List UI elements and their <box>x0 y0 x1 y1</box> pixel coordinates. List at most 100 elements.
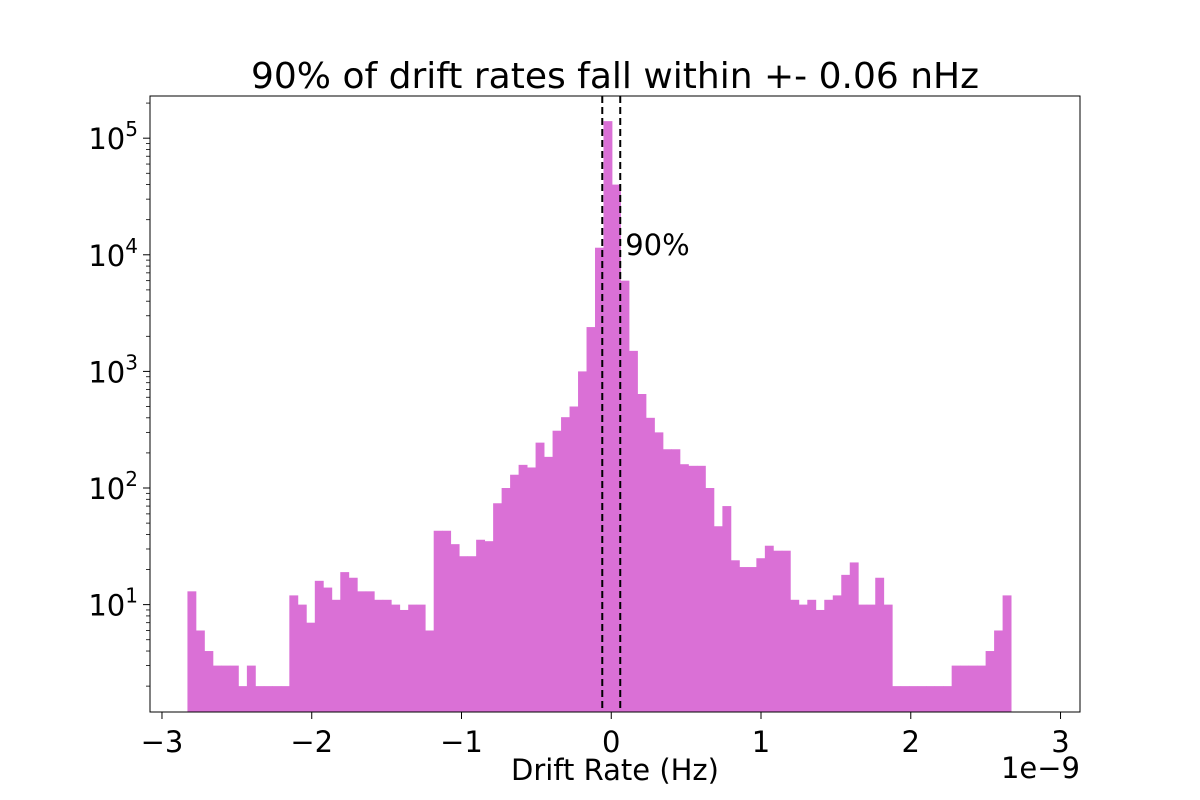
histogram-bar <box>832 595 842 712</box>
histogram-bar <box>544 456 553 712</box>
histogram-bar <box>425 630 435 712</box>
axes-frame <box>149 95 1081 713</box>
histogram-bar <box>722 506 732 712</box>
histogram-bar <box>883 604 893 712</box>
histogram-bar <box>510 474 519 712</box>
histogram-bar <box>289 595 299 712</box>
histogram-bar <box>280 686 290 712</box>
x-axis-ticks: −3 −2 −1 0 1 2 3 <box>141 712 1070 759</box>
chart-title: 90% of drift rates fall within +- 0.06 n… <box>251 56 979 97</box>
histogram-bar <box>926 686 936 712</box>
histogram-bar <box>628 350 638 712</box>
y-tick-label: 104 <box>88 234 138 273</box>
histogram-bar <box>798 604 808 712</box>
histogram-bar <box>221 665 231 712</box>
histogram-bar <box>535 442 545 712</box>
histogram-bar <box>747 567 757 712</box>
histogram-bar <box>781 550 791 712</box>
histogram-bars <box>187 121 1012 713</box>
annotations: 90% <box>625 228 689 262</box>
histogram-bar <box>408 604 418 712</box>
histogram-bar <box>807 599 817 712</box>
y-tick-label: 102 <box>88 467 138 506</box>
x-tick-label: −1 <box>440 725 483 759</box>
histogram-bar <box>518 464 528 712</box>
x-tick-label: −2 <box>290 725 333 759</box>
histogram-bar <box>238 686 248 712</box>
histogram-bar <box>977 665 987 712</box>
histogram-bar <box>391 604 401 712</box>
histogram-bar <box>909 686 919 712</box>
histogram-bar <box>306 622 316 712</box>
histogram-bar <box>620 280 630 712</box>
histogram-bar <box>442 530 452 712</box>
histogram-bar <box>263 686 273 712</box>
histogram-bar <box>662 449 672 712</box>
histogram-bar <box>323 587 333 712</box>
histogram-bar <box>246 665 256 712</box>
histogram-bar <box>951 665 961 712</box>
y-axis-ticks: 101 102 103 104 105 <box>88 102 150 687</box>
histogram-bar <box>527 467 536 712</box>
histogram-bar <box>578 371 587 712</box>
histogram-bar <box>297 604 307 712</box>
histogram-bar <box>255 686 265 712</box>
histogram-bar <box>875 577 885 712</box>
histogram-bar <box>272 686 282 712</box>
histogram-bar <box>187 591 197 712</box>
histogram-bar <box>340 572 350 712</box>
histogram-bar <box>561 417 570 712</box>
x-tick-label: 3 <box>1051 725 1069 759</box>
histogram-bar <box>900 686 910 712</box>
histogram-bar <box>705 488 715 712</box>
histogram-bar <box>357 591 367 712</box>
histogram-bar <box>450 544 460 712</box>
histogram-bar <box>696 465 706 712</box>
histogram-bar <box>416 604 426 712</box>
histogram-bar <box>212 665 222 712</box>
histogram-bar <box>866 604 876 712</box>
histogram-bar <box>399 609 409 712</box>
histogram-bar <box>331 599 341 712</box>
histogram-bar <box>824 599 834 712</box>
histogram-bar <box>229 665 239 712</box>
x-tick-label: 0 <box>602 725 620 759</box>
histogram-bar <box>654 432 664 712</box>
histogram-bar <box>382 599 392 712</box>
histogram-bar <box>595 247 604 712</box>
histogram-bar <box>960 665 970 712</box>
histogram-bar <box>773 550 783 712</box>
histogram-bar <box>858 604 868 712</box>
histogram-bar <box>790 599 800 712</box>
histogram-bar <box>756 558 766 712</box>
histogram-bar <box>195 630 205 712</box>
histogram-bar <box>501 488 511 712</box>
histogram-bar <box>943 686 953 712</box>
histogram-bar <box>934 686 944 712</box>
histogram-bar <box>688 465 698 712</box>
histogram-bar <box>467 556 477 712</box>
histogram-bar <box>204 651 214 712</box>
histogram-bar <box>612 184 621 713</box>
histogram-bar <box>849 562 859 712</box>
histogram-bar <box>374 599 384 712</box>
histogram-bar <box>476 539 486 712</box>
histogram-bar <box>739 567 749 712</box>
histogram-bar <box>586 327 596 712</box>
histogram-bar <box>679 464 689 712</box>
histogram-bar <box>493 503 503 712</box>
x-tick-label: −3 <box>141 725 184 759</box>
histogram-bar <box>433 530 443 712</box>
histogram-bar <box>569 406 579 712</box>
x-axis-offset-label: 1e−9 <box>1001 751 1080 785</box>
histogram-bar <box>637 394 647 712</box>
histogram-bar <box>314 580 324 712</box>
histogram-bar <box>917 686 927 712</box>
y-tick-label: 101 <box>88 584 138 623</box>
histogram-bar <box>764 545 774 712</box>
histogram-bar <box>603 121 613 712</box>
y-tick-label: 105 <box>88 117 138 156</box>
histogram-bar <box>459 556 469 712</box>
histogram-bar <box>484 541 494 712</box>
